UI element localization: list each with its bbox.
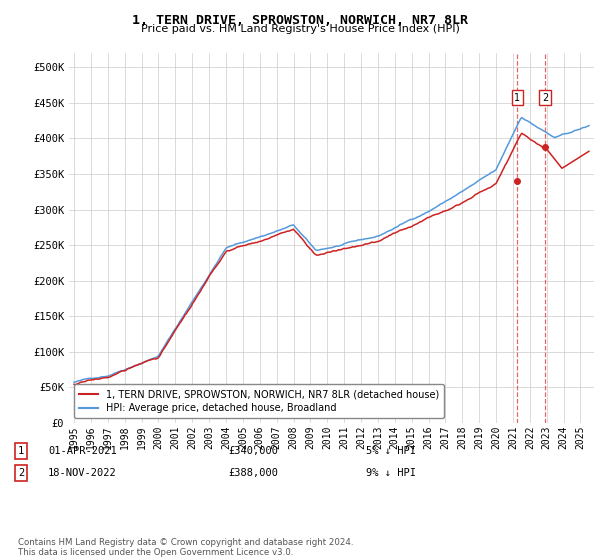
Text: £340,000: £340,000 (228, 446, 278, 456)
Text: 2: 2 (18, 468, 24, 478)
Text: 2: 2 (542, 92, 548, 102)
Text: Contains HM Land Registry data © Crown copyright and database right 2024.
This d: Contains HM Land Registry data © Crown c… (18, 538, 353, 557)
Text: 1, TERN DRIVE, SPROWSTON, NORWICH, NR7 8LR: 1, TERN DRIVE, SPROWSTON, NORWICH, NR7 8… (132, 14, 468, 27)
Text: 18-NOV-2022: 18-NOV-2022 (48, 468, 117, 478)
Text: 5% ↓ HPI: 5% ↓ HPI (366, 446, 416, 456)
Text: 9% ↓ HPI: 9% ↓ HPI (366, 468, 416, 478)
Text: £388,000: £388,000 (228, 468, 278, 478)
Text: 1: 1 (514, 92, 520, 102)
Legend: 1, TERN DRIVE, SPROWSTON, NORWICH, NR7 8LR (detached house), HPI: Average price,: 1, TERN DRIVE, SPROWSTON, NORWICH, NR7 8… (74, 384, 444, 418)
Text: 01-APR-2021: 01-APR-2021 (48, 446, 117, 456)
Text: 1: 1 (18, 446, 24, 456)
Text: Price paid vs. HM Land Registry's House Price Index (HPI): Price paid vs. HM Land Registry's House … (140, 24, 460, 34)
